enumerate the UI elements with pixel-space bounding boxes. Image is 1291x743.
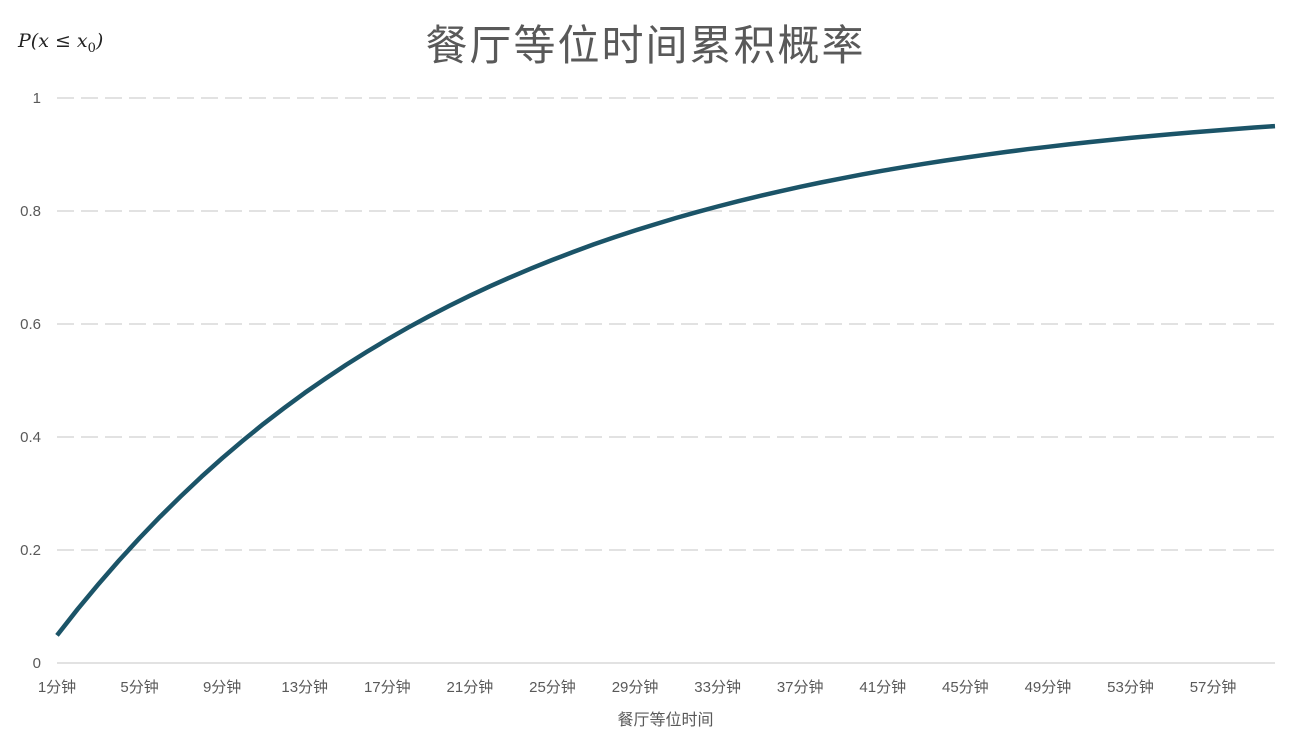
- x-tick-label: 25分钟: [529, 679, 576, 696]
- y-axis-label: P(x ≤ x0): [18, 30, 103, 56]
- y-tick-label: 0.8: [20, 203, 41, 220]
- x-tick-label: 1分钟: [38, 679, 76, 696]
- x-tick-label: 57分钟: [1190, 679, 1237, 696]
- x-tick-label: 41分钟: [859, 679, 906, 696]
- x-tick-label: 17分钟: [364, 679, 411, 696]
- y-tick-label: 0.4: [20, 429, 41, 446]
- y-axis-label-main: P(x ≤ x: [18, 30, 88, 52]
- x-tick-label: 9分钟: [203, 679, 241, 696]
- chart-title: 餐厅等位时间累积概率: [425, 21, 866, 70]
- series-line: [55, 123, 1276, 637]
- x-axis-label: 餐厅等位时间: [617, 710, 714, 729]
- x-tick-label: 29分钟: [612, 679, 659, 696]
- x-tick-label: 21分钟: [447, 679, 494, 696]
- x-tick-label: 49分钟: [1025, 679, 1072, 696]
- y-axis-label-close: ): [95, 30, 104, 52]
- x-tick-label: 5分钟: [120, 679, 158, 696]
- x-tick-label: 53分钟: [1107, 679, 1154, 696]
- y-axis-label-subscript: 0: [87, 40, 96, 56]
- x-tick-label: 45分钟: [942, 679, 989, 696]
- y-tick-label: 1: [33, 90, 41, 107]
- x-tick-label: 33分钟: [694, 679, 741, 696]
- y-tick-label: 0.2: [20, 542, 41, 559]
- x-tick-label: 37分钟: [777, 679, 824, 696]
- x-tick-label: 13分钟: [281, 679, 328, 696]
- y-tick-label: 0: [33, 655, 41, 672]
- y-tick-label: 0.6: [20, 316, 41, 333]
